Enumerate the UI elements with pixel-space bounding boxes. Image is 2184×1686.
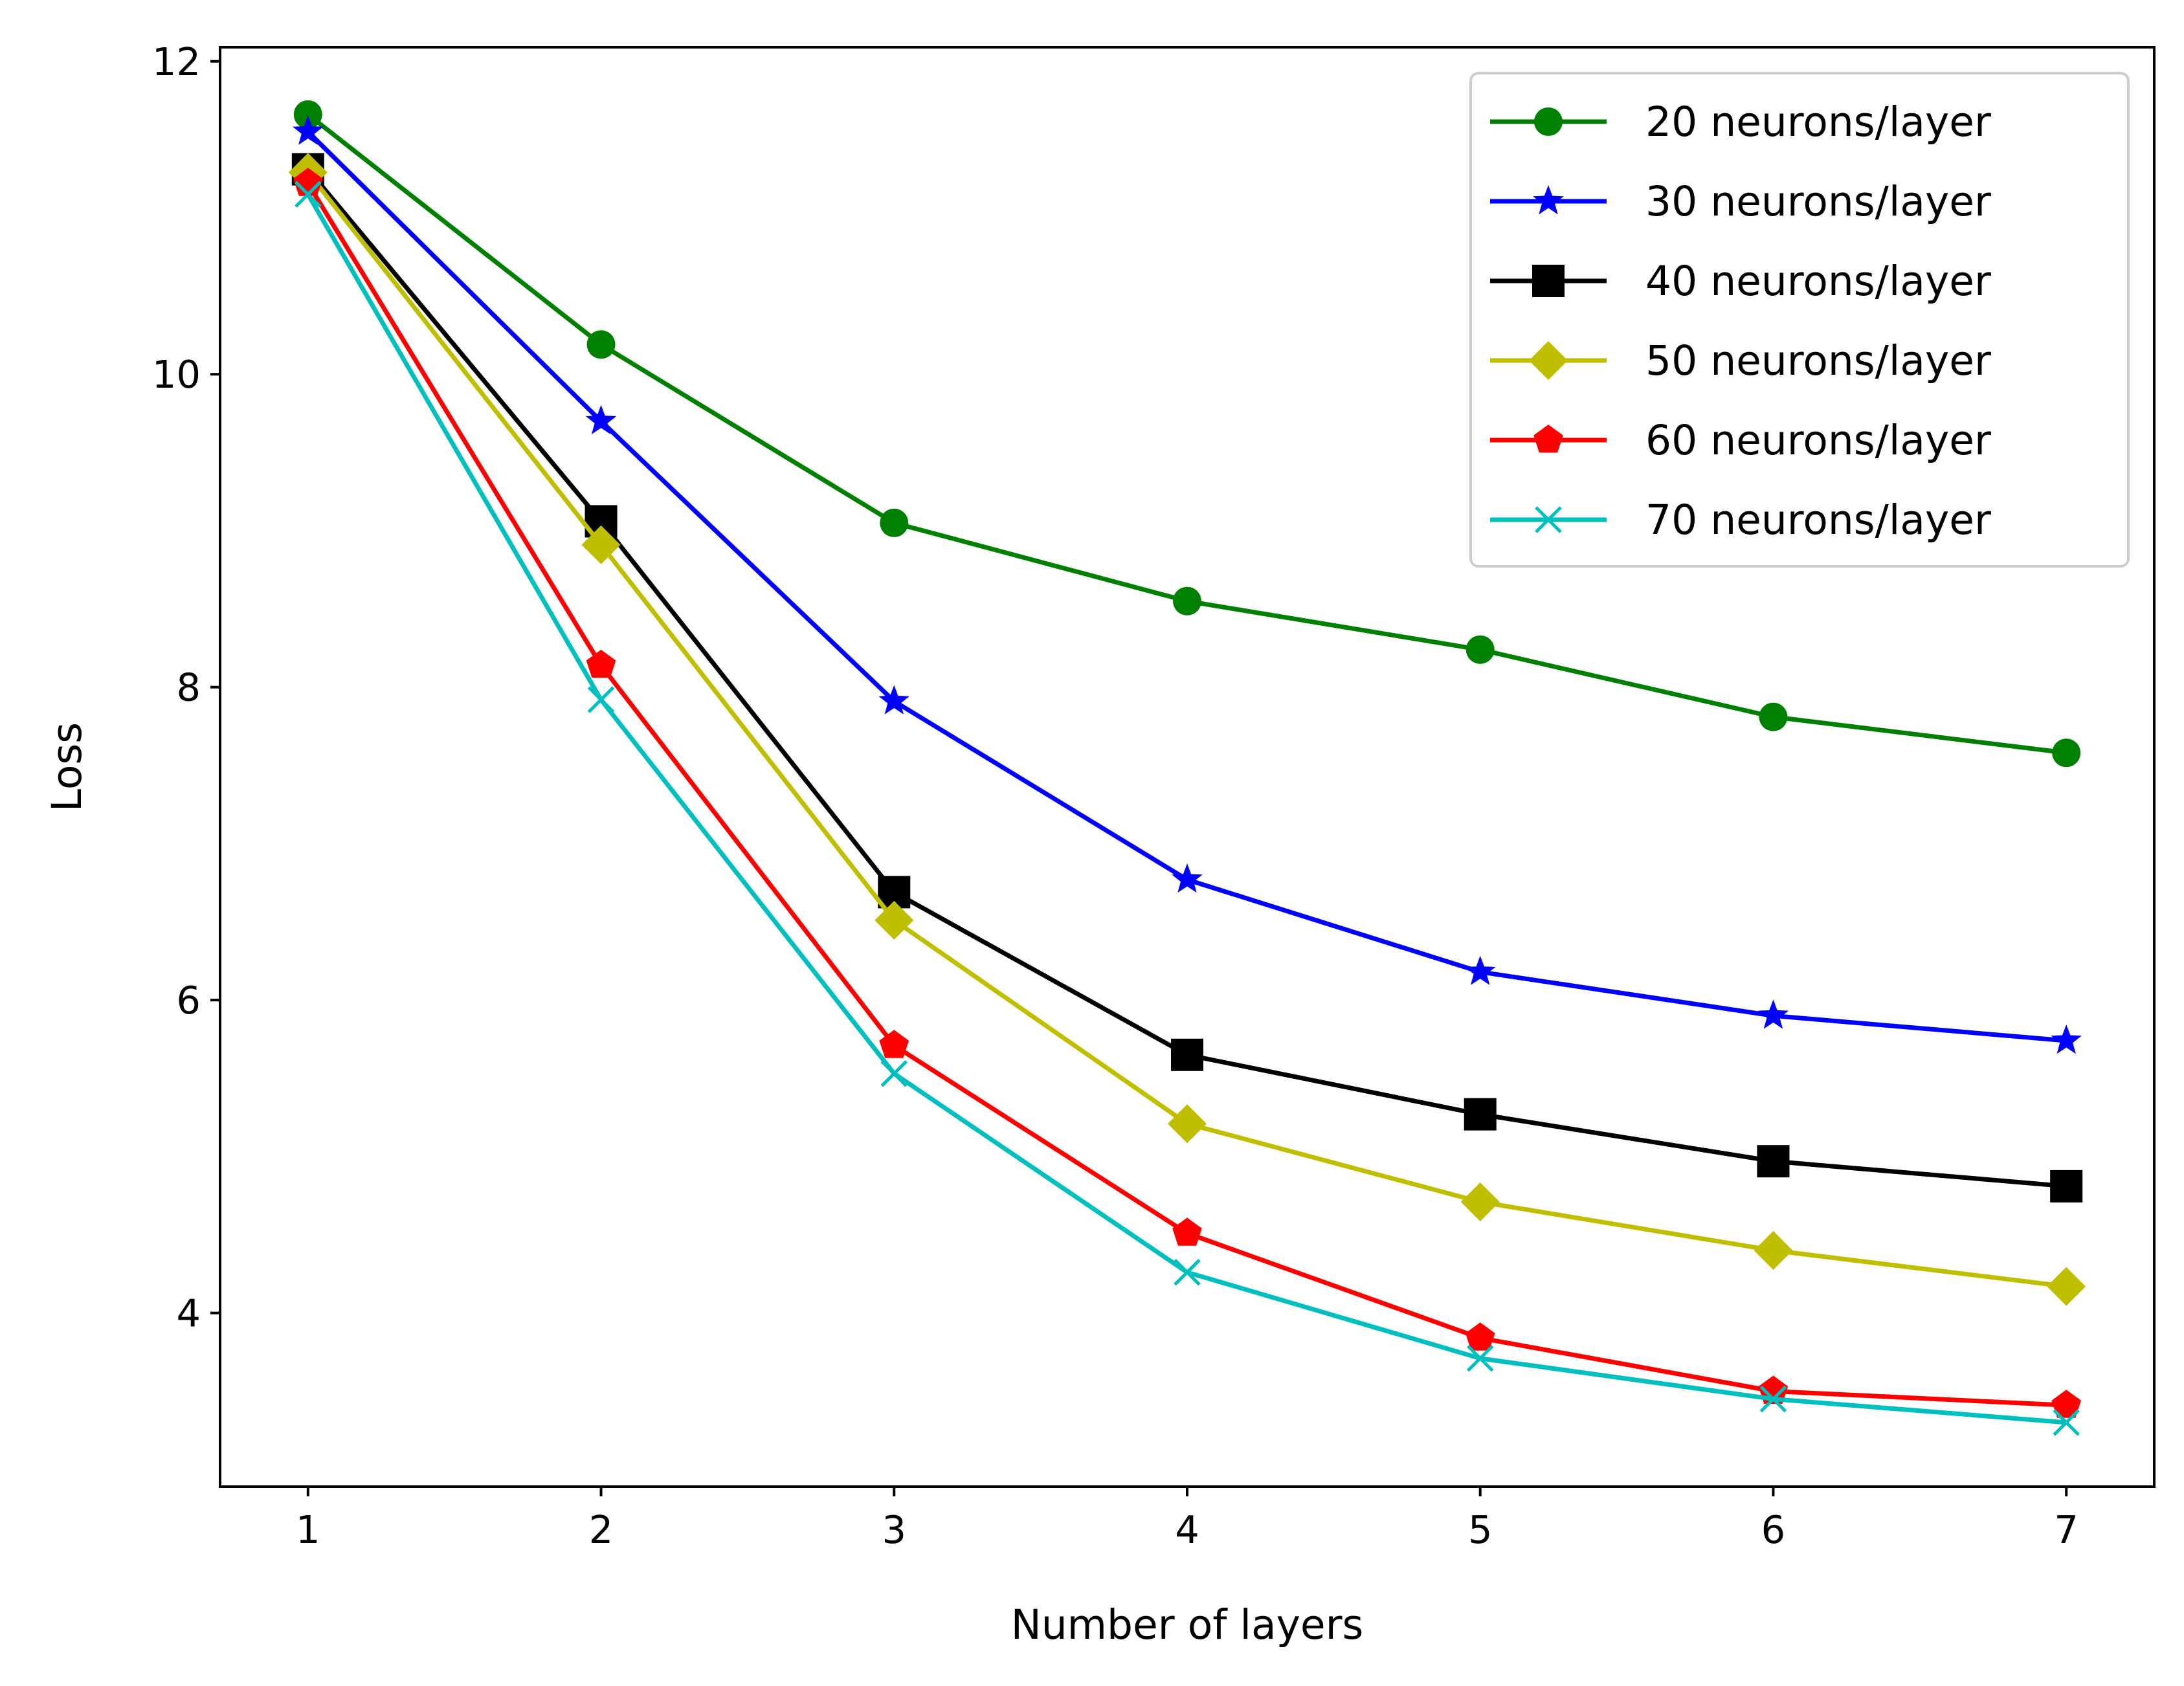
legend-label: 60 neurons/layer [1645, 417, 1991, 464]
legend-label: 50 neurons/layer [1645, 337, 1991, 384]
legend-label: 40 neurons/layer [1645, 258, 1991, 305]
x-tick-label: 3 [882, 1507, 906, 1552]
legend-marker [1535, 506, 1562, 533]
data-point [878, 685, 909, 715]
data-point [295, 181, 322, 208]
x-tick-label: 1 [296, 1507, 320, 1552]
legend-label: 70 neurons/layer [1645, 496, 1991, 544]
series-2 [293, 115, 2082, 1054]
legend: 20 neurons/layer 30 neurons/layer 40 neuro… [1469, 72, 2130, 568]
data-point [1464, 1098, 1497, 1131]
data-point [1171, 1038, 1203, 1071]
data-point [2052, 738, 2081, 768]
legend-marker [1534, 107, 1563, 136]
data-point [2053, 1409, 2080, 1436]
series-6 [295, 181, 2080, 1436]
data-point [2051, 1390, 2081, 1418]
data-point [2051, 1025, 2082, 1054]
data-point [586, 649, 616, 678]
data-point [1754, 1231, 1793, 1270]
legend-entry: 50 neurons/layer [1490, 337, 1991, 384]
data-point [293, 100, 322, 129]
data-point [1168, 1104, 1207, 1144]
data-point [1465, 1322, 1495, 1351]
data-point [2050, 1170, 2083, 1203]
data-point [1759, 1385, 1787, 1413]
x-tick-label: 6 [1761, 1507, 1786, 1552]
data-point [581, 525, 621, 564]
x-tick-label: 4 [1175, 1507, 1199, 1552]
legend-label: 30 neurons/layer [1645, 178, 1991, 225]
x-tick-label: 7 [2054, 1507, 2078, 1552]
data-point [1466, 1345, 1494, 1372]
y-tick-label: 6 [176, 978, 201, 1023]
legend-entry: 40 neurons/layer [1490, 258, 1991, 305]
data-point [586, 330, 616, 359]
data-point [1465, 635, 1495, 664]
data-point [1172, 863, 1203, 893]
data-point [1174, 1259, 1201, 1286]
series-1 [293, 100, 2081, 768]
legend-marker [1529, 341, 1568, 380]
data-point [1757, 999, 1789, 1029]
data-point [1757, 1145, 1790, 1178]
y-tick-label: 4 [176, 1291, 201, 1336]
data-point [1172, 1217, 1202, 1246]
legend-marker [1533, 185, 1564, 215]
y-tick-label: 8 [176, 665, 201, 710]
data-point [880, 1060, 908, 1087]
legend-entry: 70 neurons/layer [1490, 496, 1991, 544]
data-point [1465, 955, 1496, 985]
series-4 [288, 153, 2086, 1306]
y-axis: 4 6 8 10 12 [152, 39, 220, 1336]
data-point [587, 686, 615, 713]
x-tick-label: 2 [589, 1507, 614, 1552]
data-point [875, 900, 914, 940]
legend-entry: 20 neurons/layer [1490, 98, 1991, 146]
data-point [585, 405, 617, 434]
x-axis-label: Number of layers [1011, 1601, 1364, 1648]
data-point [1173, 586, 1201, 616]
data-point [2047, 1267, 2086, 1306]
legend-marker [1533, 425, 1563, 453]
y-tick-label: 10 [152, 352, 201, 397]
x-axis: 1 2 3 4 5 6 7 [296, 1487, 2078, 1552]
plot-series-group [288, 100, 2086, 1436]
legend-label: 20 neurons/layer [1645, 98, 1991, 146]
data-point [879, 1030, 909, 1058]
data-point [880, 508, 909, 537]
data-point [293, 115, 324, 145]
legend-box [1469, 72, 2130, 568]
y-tick-label: 12 [152, 39, 201, 84]
x-tick-label: 5 [1468, 1507, 1493, 1552]
data-point [1460, 1182, 1500, 1221]
y-axis-label: Loss [43, 722, 91, 812]
legend-marker [1532, 265, 1565, 297]
legend-entry: 30 neurons/layer [1490, 178, 1991, 225]
legend-entry: 60 neurons/layer [1490, 417, 1991, 464]
data-point [1759, 702, 1788, 731]
